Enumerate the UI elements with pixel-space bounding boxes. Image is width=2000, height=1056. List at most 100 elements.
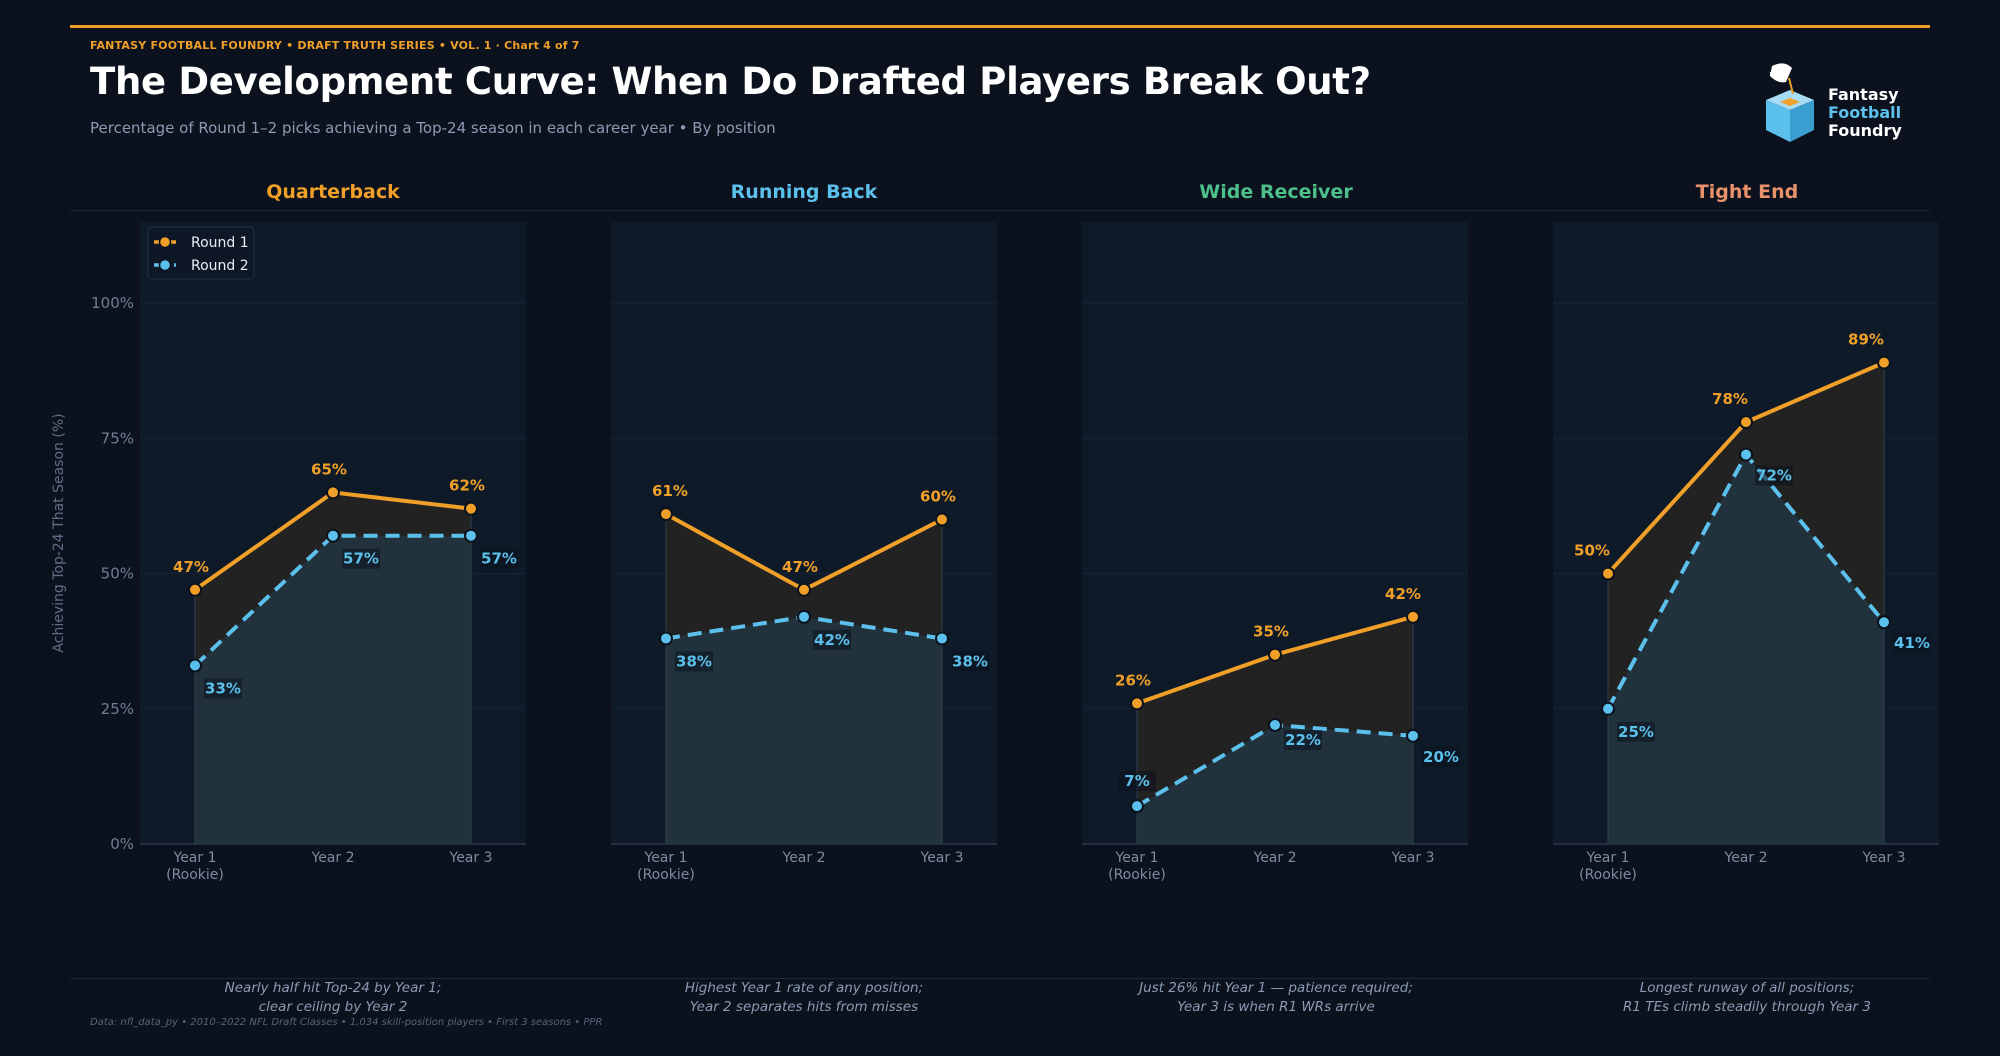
note-line: Highest Year 1 rate of any position; xyxy=(684,980,924,996)
round2-point xyxy=(188,658,202,673)
x-tick-label: Year 1 xyxy=(1115,850,1159,866)
note-line: R1 TEs climb steadily through Year 3 xyxy=(1623,999,1871,1015)
round1-data-label: 42% xyxy=(1385,585,1421,603)
x-tick-label: Year 1 xyxy=(1586,850,1630,866)
x-tick-label: Year 1 xyxy=(173,850,217,866)
x-tick-label: (Rookie) xyxy=(1108,867,1166,883)
round2-area xyxy=(1137,725,1413,844)
round1-data-label: 89% xyxy=(1848,331,1884,349)
x-tick-label: Year 3 xyxy=(920,850,964,866)
x-tick-label: Year 3 xyxy=(449,850,493,866)
legend-marker xyxy=(158,235,172,249)
x-tick-label: Year 3 xyxy=(1391,850,1435,866)
round2-point xyxy=(935,631,949,646)
page-title: The Development Curve: When Do Drafted P… xyxy=(90,60,1371,103)
foundry-bucket-icon xyxy=(1766,63,1814,142)
y-tick-label: 100% xyxy=(91,294,134,312)
round2-data-label: 25% xyxy=(1618,723,1654,741)
data-label-bg xyxy=(1893,633,1931,654)
round1-point xyxy=(464,501,478,516)
x-tick-label: Year 1 xyxy=(644,850,688,866)
panel-note-running-back: Highest Year 1 rate of any position; Yea… xyxy=(624,979,984,1017)
round1-data-label: 35% xyxy=(1253,623,1289,641)
round1-data-label: 65% xyxy=(311,460,347,478)
round2-data-label: 41% xyxy=(1894,634,1930,652)
round1-data-label: 47% xyxy=(173,558,209,576)
x-tick-label: (Rookie) xyxy=(1579,867,1637,883)
round1-point xyxy=(1739,415,1753,430)
data-label-bg xyxy=(951,651,989,672)
round1-point xyxy=(188,582,202,597)
x-tick-label: (Rookie) xyxy=(166,867,224,883)
round1-point xyxy=(1268,647,1282,662)
round1-point xyxy=(1130,696,1144,711)
panel-title-wide-receiver: Wide Receiver xyxy=(1199,181,1353,203)
round1-data-label: 47% xyxy=(782,558,818,576)
round2-area xyxy=(1608,454,1884,844)
round2-data-label: 57% xyxy=(343,550,379,568)
round2-point xyxy=(1739,447,1753,462)
round1-point xyxy=(659,507,673,522)
round2-point xyxy=(1130,799,1144,814)
brand-logo: Fantasy Football Foundry xyxy=(1750,58,1910,148)
round1-data-label: 60% xyxy=(920,487,956,505)
round1-point xyxy=(797,582,811,597)
round2-point xyxy=(659,631,673,646)
round2-data-label: 57% xyxy=(481,550,517,568)
round2-point xyxy=(1601,701,1615,716)
data-label-bg xyxy=(342,548,380,569)
round1-data-label: 62% xyxy=(449,477,485,495)
note-line: Year 3 is when R1 WRs arrive xyxy=(1177,999,1375,1015)
data-label-bg xyxy=(1755,465,1793,486)
x-tick-label: Year 2 xyxy=(782,850,826,866)
data-source-footnote: Data: nfl_data_py • 2010–2022 NFL Draft … xyxy=(90,1017,603,1028)
header-divider xyxy=(70,210,1930,211)
round1-point xyxy=(935,512,949,527)
data-label-bg xyxy=(480,548,518,569)
round2-data-label: 20% xyxy=(1423,748,1459,766)
round2-point xyxy=(797,609,811,624)
footer-divider xyxy=(70,978,1930,979)
legend-label: Round 2 xyxy=(191,258,249,274)
round2-data-label: 33% xyxy=(205,680,241,698)
panel-note-tight-end: Longest runway of all positions; R1 TEs … xyxy=(1567,979,1927,1017)
round1-point xyxy=(1877,355,1891,370)
note-line: Just 26% hit Year 1 — patience required; xyxy=(1139,980,1413,996)
panel-title-running-back: Running Back xyxy=(730,181,878,203)
legend-marker xyxy=(158,258,172,272)
round2-data-label: 38% xyxy=(952,652,988,670)
note-line: clear ceiling by Year 2 xyxy=(258,999,408,1015)
round1-data-label: 50% xyxy=(1574,542,1610,560)
round2-point xyxy=(326,528,340,543)
round2-data-label: 38% xyxy=(676,652,712,670)
round2-area xyxy=(666,616,942,844)
y-tick-label: 75% xyxy=(101,429,134,447)
data-label-bg xyxy=(675,651,713,672)
logo-line-2: Football xyxy=(1828,103,1902,122)
x-tick-label: (Rookie) xyxy=(637,867,695,883)
round2-data-label: 7% xyxy=(1124,772,1149,790)
series-eyebrow: FANTASY FOOTBALL FOUNDRY • DRAFT TRUTH S… xyxy=(90,39,580,52)
legend-label: Round 1 xyxy=(191,235,249,251)
panel-note-wide-receiver: Just 26% hit Year 1 — patience required;… xyxy=(1096,979,1456,1017)
data-label-bg xyxy=(1422,746,1460,767)
y-tick-label: 0% xyxy=(110,835,134,853)
round1-point xyxy=(326,485,340,500)
round1-point xyxy=(1601,566,1615,581)
round2-area xyxy=(195,535,471,844)
round2-point xyxy=(1406,728,1420,743)
logo-line-3: Foundry xyxy=(1828,121,1902,140)
round2-point xyxy=(464,528,478,543)
data-label-bg xyxy=(204,678,242,699)
x-tick-label: Year 2 xyxy=(1253,850,1297,866)
round2-data-label: 72% xyxy=(1756,467,1792,485)
note-line: Nearly half hit Top-24 by Year 1; xyxy=(224,980,442,996)
round2-data-label: 42% xyxy=(814,631,850,649)
note-line: Longest runway of all positions; xyxy=(1639,980,1855,996)
y-tick-label: 25% xyxy=(101,700,134,718)
round1-point xyxy=(1406,609,1420,624)
panel-title-tight-end: Tight End xyxy=(1695,181,1799,203)
data-label-bg xyxy=(813,629,851,650)
data-label-bg xyxy=(1617,721,1655,742)
